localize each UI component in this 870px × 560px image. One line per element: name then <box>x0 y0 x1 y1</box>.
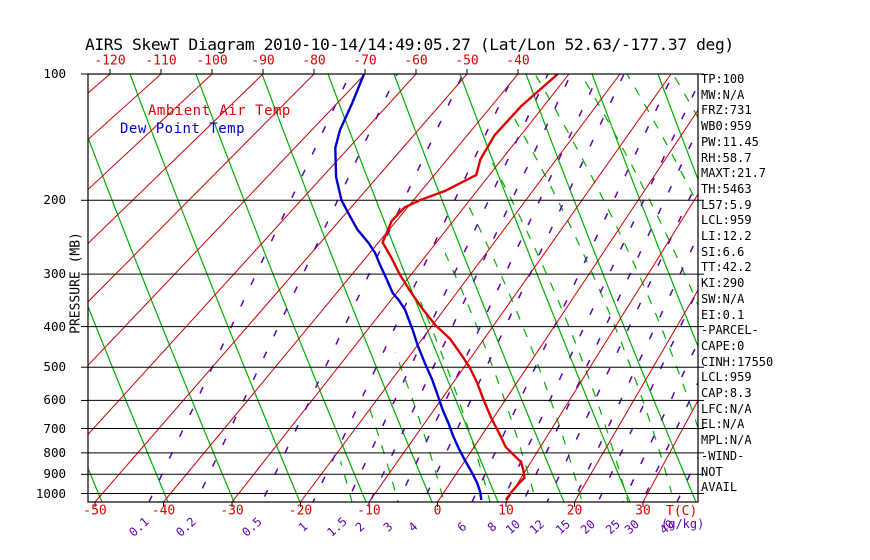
top-axis-tick-label: -90 <box>251 53 275 69</box>
stats-panel-line: TH:5463 <box>701 181 752 196</box>
pressure-tick-label: 300 <box>43 265 66 281</box>
isotherm-lines <box>88 74 698 502</box>
stats-panel-line: LCL:959 <box>701 370 752 385</box>
temperature-axis-title: T(C) <box>666 504 698 519</box>
top-axis-tick-label: -60 <box>404 53 428 69</box>
pressure-axis-title: PRESSURE (MB) <box>68 232 84 334</box>
page-title: AIRS SkewT Diagram 2010-10-14/14:49:05.2… <box>85 35 734 54</box>
stats-panel-line: EI:0.1 <box>701 307 745 322</box>
pressure-gridlines <box>88 199 698 494</box>
bottom-axis-tick-label: 10 <box>498 503 514 519</box>
stats-panel-line: EL:N/A <box>701 417 745 432</box>
stats-panel-line: MAXT:21.7 <box>701 166 767 181</box>
stats-panel-line: -PARCEL- <box>701 323 759 338</box>
stats-panel-line: -WIND- <box>701 448 745 463</box>
stats-panel-line: NOT <box>701 464 723 479</box>
bottom-axis-tick-label: -30 <box>220 503 244 519</box>
bottom-axis-tick-label: 20 <box>566 503 583 519</box>
bottom-axis-tick-label: -20 <box>288 503 313 519</box>
stats-panel-line: SI:6.6 <box>701 244 745 259</box>
stats-panel-line: KI:290 <box>701 276 745 291</box>
pressure-tick-label: 800 <box>43 444 66 460</box>
stats-panel-line: TP:100 <box>701 72 745 86</box>
bottom-axis-tick-label: 30 <box>635 503 651 519</box>
stats-panel-line: FRZ:731 <box>701 103 752 118</box>
stats-panel-line: CAPE:0 <box>701 338 745 353</box>
stats-panel-line: CAP:8.3 <box>701 386 752 400</box>
top-axis-tick-label: -120 <box>94 53 126 69</box>
pressure-tick-label: 100 <box>43 65 66 81</box>
bottom-axis-tick-label: 0 <box>433 503 442 519</box>
plot-area <box>88 74 698 502</box>
temp-profile-line <box>381 74 559 501</box>
stats-panel-line: AVAIL <box>701 480 738 495</box>
stats-panel-line: TT:42.2 <box>701 260 752 275</box>
stats-panel-line: LFC:N/A <box>701 401 752 416</box>
stats-panel-line: LCL:959 <box>701 213 752 228</box>
plot-frame <box>87 73 699 503</box>
legend-ambient-air-temp: Ambient Air Temp <box>148 103 291 119</box>
top-axis-tick-label: -80 <box>302 53 326 69</box>
bottom-axis-tick-label: -10 <box>357 503 381 519</box>
stats-panel-line: CINH:17550 <box>701 354 774 369</box>
top-axis-tick-label: -100 <box>196 53 228 69</box>
mixing-ratio-lines <box>148 74 698 502</box>
stats-panel-line: WB0:959 <box>701 119 752 134</box>
pressure-tick-label: 200 <box>43 192 66 208</box>
legend-dew-point-temp: Dew Point Temp <box>120 121 246 137</box>
stats-panel-line: LI:12.2 <box>701 229 752 243</box>
dewpoint-profile-line <box>334 74 483 501</box>
stats-panel-line: MPL:N/A <box>701 433 752 448</box>
pressure-tick-label: 1000 <box>35 485 66 501</box>
pressure-tick-label: 600 <box>43 392 66 408</box>
top-axis-tick-label: -50 <box>455 53 479 69</box>
mixing-ratio-axis-title: (g/kg) <box>661 517 705 531</box>
axis-ticks <box>81 69 704 507</box>
stats-panel-line: MW:N/A <box>701 87 745 102</box>
top-axis-tick-label: -70 <box>353 53 377 69</box>
pressure-tick-label: 900 <box>43 466 66 482</box>
bottom-axis-tick-label: -40 <box>151 503 176 519</box>
stats-panel-line: L57:5.9 <box>701 197 752 212</box>
bottom-axis-tick-label: -50 <box>83 503 107 519</box>
pressure-tick-label: 500 <box>43 358 66 374</box>
stats-panel-line: SW:N/A <box>701 291 745 306</box>
top-axis-tick-label: -40 <box>506 53 530 69</box>
pressure-tick-label: 400 <box>43 318 66 334</box>
pressure-tick-label: 700 <box>43 420 66 436</box>
top-axis-tick-label: -110 <box>145 53 177 69</box>
stats-panel-line: PW:11.45 <box>701 134 759 149</box>
stats-panel-line: RH:58.7 <box>701 150 752 165</box>
